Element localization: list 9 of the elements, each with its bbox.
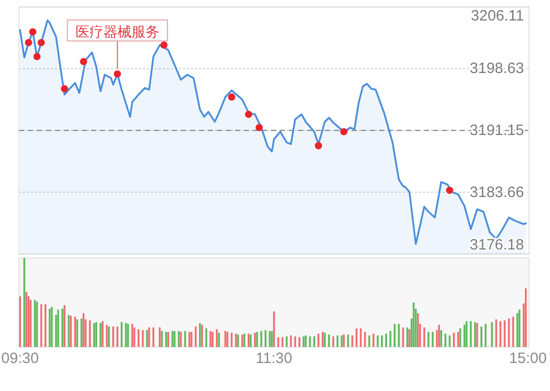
x-tick-label: 09:30 (1, 350, 39, 367)
y-tick-label: 3176.18 (470, 236, 524, 254)
y-tick-label: 3198.63 (470, 60, 524, 78)
y-tick-label: 3206.11 (470, 8, 524, 24)
y-tick-label: 3183.66 (470, 184, 524, 201)
x-tick-label: 15:00 (509, 350, 547, 367)
annotation: 医疗器械服务 (75, 23, 160, 40)
y-tick-label: 3191.15 (470, 122, 524, 139)
x-tick-label: 11:30 (256, 350, 292, 367)
